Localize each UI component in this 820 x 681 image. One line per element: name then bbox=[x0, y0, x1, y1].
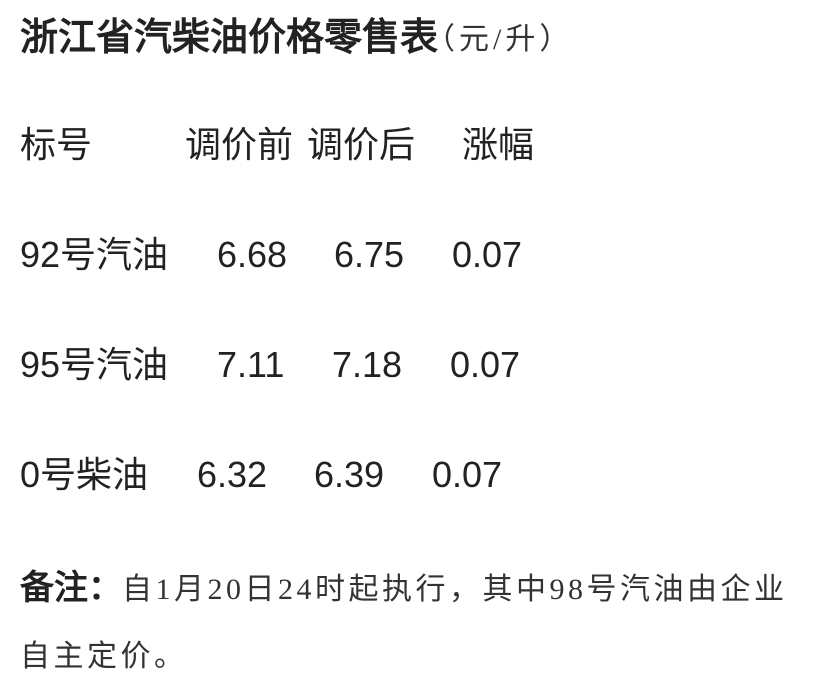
cell: 7.11 bbox=[217, 344, 285, 385]
cell: 92号汽油 bbox=[20, 234, 169, 275]
column-header: 调价前 bbox=[185, 124, 294, 165]
unit: （元/升） bbox=[425, 23, 574, 56]
cell: 0.07 bbox=[452, 234, 523, 275]
cell: 6.32 bbox=[197, 454, 268, 495]
cell: 7.18 bbox=[332, 344, 403, 385]
cell: 0.07 bbox=[450, 344, 521, 385]
cell: 6.68 bbox=[217, 234, 288, 275]
cell: 0号柴油 bbox=[20, 454, 149, 495]
column-header: 调价后 bbox=[307, 124, 416, 165]
cell: 95号汽油 bbox=[20, 344, 169, 385]
title: 浙江省汽柴油价格零售表 bbox=[20, 17, 439, 59]
note: 备注：自1月20日24时起执行，其中98号汽油由企业自主定价。 bbox=[20, 555, 810, 681]
cell: 6.75 bbox=[334, 234, 405, 275]
note-text: 自1月20日24时起执行，其中98号汽油由企业自主定价。 bbox=[20, 573, 788, 673]
cell: 6.39 bbox=[314, 454, 385, 495]
note-label: 备注： bbox=[20, 569, 122, 607]
column-header: 标号 bbox=[20, 124, 93, 165]
column-header: 涨幅 bbox=[462, 124, 535, 165]
cell: 0.07 bbox=[432, 454, 503, 495]
